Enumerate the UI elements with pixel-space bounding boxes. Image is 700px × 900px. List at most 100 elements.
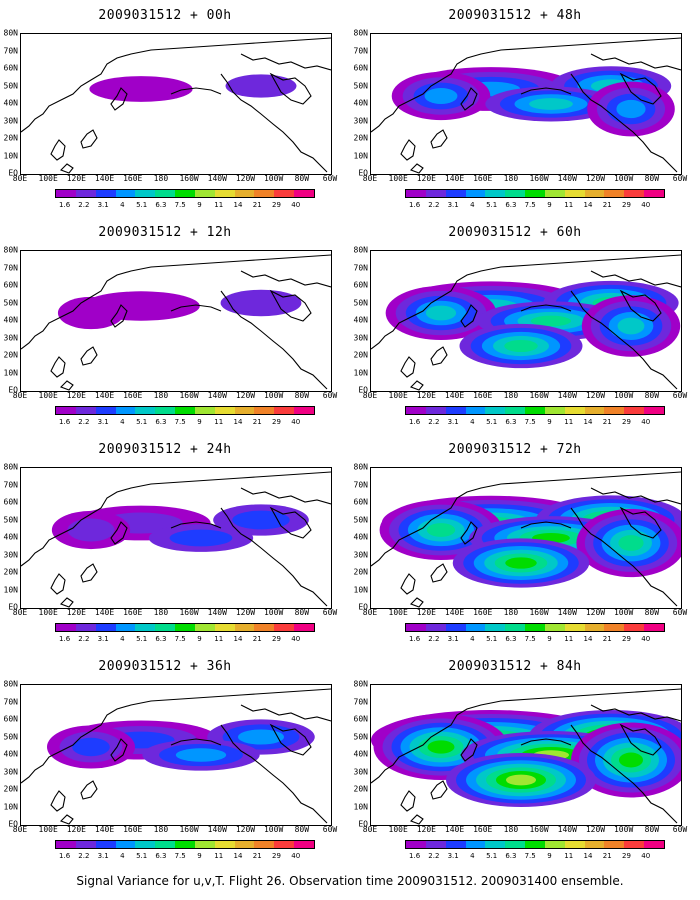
colorbar-tick-label: 14 (233, 852, 243, 860)
coastline (80, 563, 98, 583)
colorbar-tick-label: 7.5 (174, 418, 186, 426)
latitude-tick-label: 70N (3, 263, 18, 272)
longitude-axis: 80E 100E 120E 140E 160E 180 160W 140W 120W 100W 80… (13, 174, 337, 186)
longitude-tick-label: 140E (94, 174, 115, 183)
longitude-tick-label: 160W (179, 174, 199, 183)
colorbar-swatch (75, 407, 96, 414)
colorbar-tick-label: 7.5 (524, 201, 536, 209)
latitude-axis: 80N 70N 60N 50N 40N 30N 20N 10N EQ (346, 463, 368, 612)
colorbar-swatch (175, 624, 195, 631)
longitude-tick-label: 120E (66, 391, 86, 400)
colorbar-swatch (604, 407, 625, 414)
map-svg (371, 688, 681, 825)
map-svg (371, 254, 681, 391)
colorbar-tick-label: 21 (252, 418, 262, 426)
colorbar-swatch (644, 190, 664, 197)
coastline (60, 380, 74, 391)
colorbar-tick-label: 14 (233, 418, 243, 426)
longitude-tick-label: 60W (672, 174, 688, 183)
colorbar-swatch (75, 624, 96, 631)
colorbar-tick-label: 11 (564, 852, 574, 860)
coastline (410, 597, 424, 608)
longitude-tick-label: 160E (123, 825, 143, 834)
latitude-tick-label: 60N (353, 497, 368, 507)
colorbar-swatch (445, 841, 466, 848)
colorbar-swatch (175, 841, 195, 848)
panel-title: 2009031512 + 36h (98, 659, 232, 674)
coastline (619, 506, 662, 539)
latitude-tick-label: 50N (3, 515, 18, 524)
longitude-tick-label: 160W (529, 391, 549, 400)
longitude-tick-label: 100E (388, 391, 408, 400)
colorbar-swatch (274, 190, 295, 197)
coastline (80, 346, 98, 366)
latitude-tick-label: 70N (353, 46, 368, 55)
colorbar-swatch (56, 624, 76, 631)
longitude-tick-label: 80E (362, 174, 378, 183)
colorbar-tick-label: 3.1 (447, 635, 459, 643)
colorbar-swatch (604, 190, 625, 197)
colorbar-swatch (56, 407, 76, 414)
longitude-tick-label: 120W (235, 174, 256, 183)
coastline (570, 73, 678, 173)
map-panel: 2009031512 + 72h 80N 70N 60N 50N 40N 30N 20N 10N… (350, 442, 688, 657)
longitude-tick-label: 120W (585, 391, 606, 400)
colorbar-tick-label: 11 (564, 635, 574, 643)
colorbar-tick-label: 2.2 (78, 201, 90, 209)
colorbar-tick-label: 5.1 (486, 635, 498, 643)
colorbar-tick-label: 6.3 (155, 418, 167, 426)
latitude-tick-label: 30N (353, 767, 368, 776)
colorbar-tick-label: 1.6 (59, 635, 71, 643)
latitude-axis: 80N 70N 60N 50N 40N 30N 20N 10N EQ (0, 29, 18, 178)
colorbar (55, 623, 315, 632)
longitude-tick-label: 100E (38, 608, 58, 617)
latitude-tick-label: EQ (8, 819, 18, 829)
longitude-tick-label: 120E (416, 174, 436, 183)
colorbar-swatch (505, 624, 526, 631)
colorbar-swatch (445, 190, 466, 197)
latitude-tick-label: 60N (353, 63, 368, 73)
map-svg (371, 471, 681, 608)
colorbar-swatch (294, 407, 314, 414)
colorbar-tick-label: 14 (583, 201, 593, 209)
longitude-tick-label: 80E (362, 825, 378, 834)
colorbar-swatch (155, 841, 176, 848)
variance-contour (72, 737, 110, 757)
longitude-tick-label: 100W (263, 391, 284, 400)
colorbar-swatch (294, 190, 314, 197)
latitude-tick-label: 30N (3, 333, 18, 342)
colorbar-swatch (95, 841, 116, 848)
colorbar-swatch (584, 624, 605, 631)
longitude-tick-label: 180 (153, 174, 169, 183)
colorbar-swatch (115, 190, 136, 197)
colorbar-tick-label: 11 (214, 418, 224, 426)
map-panel: 2009031512 + 84h 80N 70N 60N 50N 40N 30N 20N 10N… (350, 659, 688, 874)
longitude-tick-label: 140E (94, 608, 115, 617)
colorbar-labels: 1.6 2.2 3.1 4 5.1 6.3 7.5 9 11 14 21 29 40 (405, 635, 665, 645)
coastline (80, 780, 98, 800)
variance-contour (237, 729, 285, 745)
coastline (520, 521, 572, 529)
colorbar-swatch (254, 190, 275, 197)
variance-contour (425, 305, 457, 321)
colorbar-tick-label: 14 (233, 635, 243, 643)
longitude-tick-label: 80E (12, 391, 28, 400)
coastline (240, 704, 331, 722)
colorbar-swatch (274, 841, 295, 848)
colorbar-swatch (425, 624, 446, 631)
coastline (570, 724, 678, 824)
latitude-tick-label: 80N (3, 679, 18, 689)
colorbar-tick-label: 21 (602, 418, 612, 426)
map-panel: 2009031512 + 24h 80N 70N 60N 50N 40N 30N 20N 10N… (0, 442, 338, 657)
colorbar-swatch (155, 190, 176, 197)
colorbar-tick-label: 21 (602, 852, 612, 860)
colorbar-swatch (155, 407, 176, 414)
longitude-tick-label: 180 (153, 391, 169, 400)
colorbar-swatch (234, 407, 255, 414)
longitude-axis: 80E 100E 120E 140E 160E 180 160W 140W 120W 100W 80… (363, 174, 687, 186)
colorbar-tick-label: 40 (641, 852, 651, 860)
longitude-tick-label: 180 (503, 174, 519, 183)
coastline (50, 790, 66, 812)
coastline (50, 139, 66, 161)
coastline (220, 724, 328, 824)
